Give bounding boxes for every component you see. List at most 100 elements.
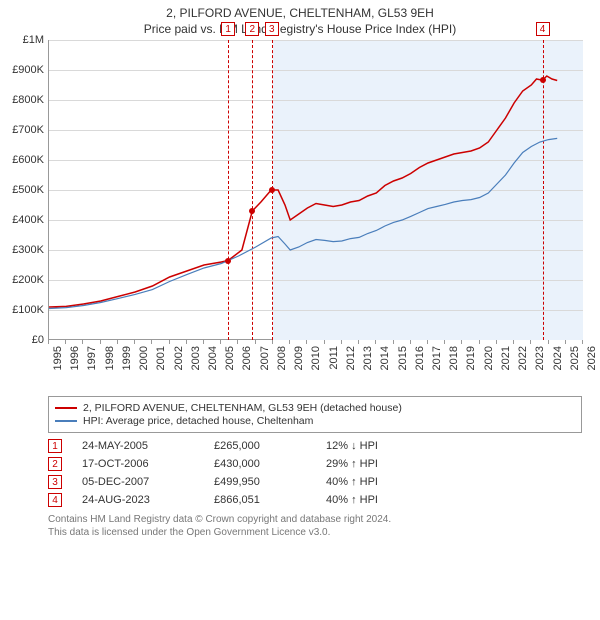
x-tick-mark [375, 340, 376, 344]
x-tick-label: 2009 [293, 346, 305, 370]
x-tick-label: 1998 [104, 346, 116, 370]
y-tick-label: £700K [8, 124, 44, 136]
event-row: 4 24-AUG-2023 £866,051 40% ↑ HPI [48, 493, 582, 507]
legend-row: 2, PILFORD AVENUE, CHELTENHAM, GL53 9EH … [55, 402, 575, 414]
x-tick-label: 2019 [465, 346, 477, 370]
x-tick-mark [358, 340, 359, 344]
x-tick-label: 2024 [552, 346, 564, 370]
x-tick-label: 2000 [138, 346, 150, 370]
x-tick-mark [186, 340, 187, 344]
y-tick-label: £0 [8, 334, 44, 346]
title-block: 2, PILFORD AVENUE, CHELTENHAM, GL53 9EH … [8, 6, 592, 36]
event-id-box: 2 [48, 457, 62, 471]
event-row: 124-MAY-2005£265,00012% ↓ HPI [48, 439, 582, 453]
x-tick-label: 2005 [224, 346, 236, 370]
x-tick-mark [582, 340, 583, 344]
event-dot [540, 77, 546, 83]
y-tick-label: £900K [8, 64, 44, 76]
x-tick-label: 2022 [517, 346, 529, 370]
x-tick-label: 2017 [431, 346, 443, 370]
event-id-box: 4 [48, 493, 62, 507]
legend-swatch [55, 407, 77, 409]
series-price_paid [49, 76, 557, 307]
event-marker-box: 3 [265, 22, 279, 36]
event-price: £866,051 [214, 494, 314, 506]
x-tick-label: 2023 [534, 346, 546, 370]
events-table: 124-MAY-2005£265,00012% ↓ HPI217-OCT-200… [48, 439, 582, 507]
event-marker-box: 4 [536, 22, 550, 36]
footer-attribution: Contains HM Land Registry data © Crown c… [48, 513, 582, 539]
y-tick-label: £1M [8, 34, 44, 46]
event-date: 24-MAY-2005 [82, 440, 202, 452]
legend-swatch [55, 420, 77, 422]
x-tick-mark [393, 340, 394, 344]
event-id-box: 3 [48, 475, 62, 489]
x-tick-mark [151, 340, 152, 344]
y-tick-label: £600K [8, 154, 44, 166]
x-tick-mark [565, 340, 566, 344]
event-price: £499,950 [214, 476, 314, 488]
x-tick-mark [410, 340, 411, 344]
plot-area: 1234 [48, 40, 582, 340]
y-tick-label: £200K [8, 274, 44, 286]
legend-label: 2, PILFORD AVENUE, CHELTENHAM, GL53 9EH … [83, 402, 402, 414]
x-tick-label: 1995 [52, 346, 64, 370]
event-delta: 12% ↓ HPI [326, 440, 436, 452]
event-row: 3 05-DEC-2007 £499,950 40% ↑ HPI [48, 475, 582, 489]
x-tick-label: 2007 [259, 346, 271, 370]
event-date: 17-OCT-2006 [82, 458, 202, 470]
x-tick-mark [255, 340, 256, 344]
y-tick-label: £400K [8, 214, 44, 226]
x-tick-mark [548, 340, 549, 344]
title-address: 2, PILFORD AVENUE, CHELTENHAM, GL53 9EH [8, 6, 592, 20]
event-id-box: 1 [48, 439, 62, 453]
x-tick-label: 2016 [414, 346, 426, 370]
x-tick-label: 2015 [397, 346, 409, 370]
title-subtitle: Price paid vs. HM Land Registry's House … [8, 22, 592, 36]
y-tick-label: £800K [8, 94, 44, 106]
event-marker-box: 1 [221, 22, 235, 36]
x-tick-mark [306, 340, 307, 344]
x-tick-mark [513, 340, 514, 344]
event-delta: 40% ↑ HPI [326, 494, 436, 506]
x-tick-label: 2021 [500, 346, 512, 370]
event-dot [249, 208, 255, 214]
event-marker-box: 2 [245, 22, 259, 36]
event-dot [269, 187, 275, 193]
x-tick-mark [461, 340, 462, 344]
x-tick-label: 2025 [569, 346, 581, 370]
y-tick-label: £100K [8, 304, 44, 316]
x-tick-label: 2010 [310, 346, 322, 370]
legend: 2, PILFORD AVENUE, CHELTENHAM, GL53 9EH … [48, 396, 582, 433]
y-tick-label: £300K [8, 244, 44, 256]
x-tick-label: 2002 [173, 346, 185, 370]
x-tick-mark [65, 340, 66, 344]
x-tick-mark [427, 340, 428, 344]
event-row: 2 17-OCT-2006 £430,000 29% ↑ HPI [48, 457, 582, 471]
x-tick-mark [530, 340, 531, 344]
event-delta: 40% ↑ HPI [326, 476, 436, 488]
chart-area: £0 £100K £200K £300K £400K £500K £600K £700K £80… [8, 40, 592, 390]
x-tick-mark [479, 340, 480, 344]
y-tick-label: £500K [8, 184, 44, 196]
x-tick-label: 2004 [207, 346, 219, 370]
legend-row: HPI: Average price, detached house, Chel… [55, 415, 575, 427]
x-tick-mark [48, 340, 49, 344]
event-date: 24-AUG-2023 [82, 494, 202, 506]
x-tick-label: 2012 [345, 346, 357, 370]
x-tick-mark [100, 340, 101, 344]
event-price: £430,000 [214, 458, 314, 470]
x-tick-label: 1997 [86, 346, 98, 370]
x-tick-mark [289, 340, 290, 344]
x-tick-mark [444, 340, 445, 344]
event-date: 05-DEC-2007 [82, 476, 202, 488]
x-tick-mark [134, 340, 135, 344]
event-delta: 29% ↑ HPI [326, 458, 436, 470]
x-axis: 1995199619971998199920002001200220032004… [48, 340, 582, 390]
x-tick-mark [496, 340, 497, 344]
x-tick-mark [169, 340, 170, 344]
x-tick-label: 2026 [586, 346, 598, 370]
x-tick-mark [341, 340, 342, 344]
y-axis: £0£100K£200K£300K£400K£500K£600K£700K£80… [8, 40, 48, 340]
x-tick-mark [220, 340, 221, 344]
